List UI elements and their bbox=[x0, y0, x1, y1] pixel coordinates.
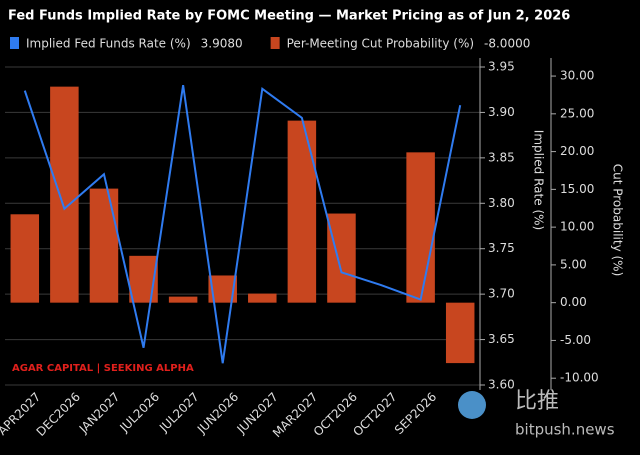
bar bbox=[287, 120, 317, 303]
bar bbox=[168, 296, 198, 303]
legend-label: Implied Fed Funds Rate (%) bbox=[26, 37, 191, 51]
y2-tick-label: 5.00 bbox=[560, 257, 587, 271]
y-tick-label: 3.80 bbox=[488, 196, 515, 210]
bar bbox=[50, 86, 79, 303]
logo bbox=[458, 391, 486, 419]
watermark: AGAR CAPITAL | SEEKING ALPHA bbox=[12, 363, 194, 374]
legend-swatch bbox=[10, 37, 19, 49]
legend-value: -8.0000 bbox=[484, 37, 530, 51]
y-tick-label: 3.85 bbox=[488, 150, 515, 164]
y-tick-label: 3.75 bbox=[488, 241, 515, 255]
bar bbox=[406, 152, 435, 303]
y2-tick-label: 10.00 bbox=[560, 220, 594, 234]
y2-tick-label: 0.00 bbox=[560, 295, 587, 309]
y2-tick-label: 30.00 bbox=[560, 69, 594, 83]
y-tick-label: 3.95 bbox=[488, 60, 515, 74]
legend-value: 3.9080 bbox=[201, 37, 243, 51]
y-tick-label: 3.90 bbox=[488, 105, 515, 119]
legend-swatch bbox=[270, 37, 280, 49]
y2-tick-label: -10.00 bbox=[560, 371, 599, 385]
y2-axis-title: Cut Probability (%) bbox=[611, 164, 625, 277]
y2-tick-label: -5.00 bbox=[560, 333, 591, 347]
bar bbox=[89, 188, 119, 303]
y-tick-label: 3.60 bbox=[488, 378, 515, 392]
line bbox=[23, 85, 462, 364]
y2-tick-label: 25.00 bbox=[560, 106, 594, 120]
y-axis-title: Implied Rate (%) bbox=[532, 130, 546, 230]
legend-label: Per-Meeting Cut Probability (%) bbox=[287, 37, 474, 51]
watermark: bitpush.news bbox=[515, 421, 615, 439]
y-tick-label: 3.65 bbox=[488, 332, 515, 346]
bar bbox=[248, 293, 277, 303]
chart-title: Fed Funds Implied Rate by FOMC Meeting —… bbox=[8, 9, 570, 24]
y-tick-label: 3.70 bbox=[488, 287, 515, 301]
y2-tick-label: 15.00 bbox=[560, 182, 594, 196]
watermark: 比推 bbox=[515, 389, 559, 414]
bar bbox=[327, 213, 356, 303]
y2-tick-label: 20.00 bbox=[560, 144, 594, 158]
bar bbox=[10, 214, 40, 303]
bar bbox=[445, 302, 475, 364]
